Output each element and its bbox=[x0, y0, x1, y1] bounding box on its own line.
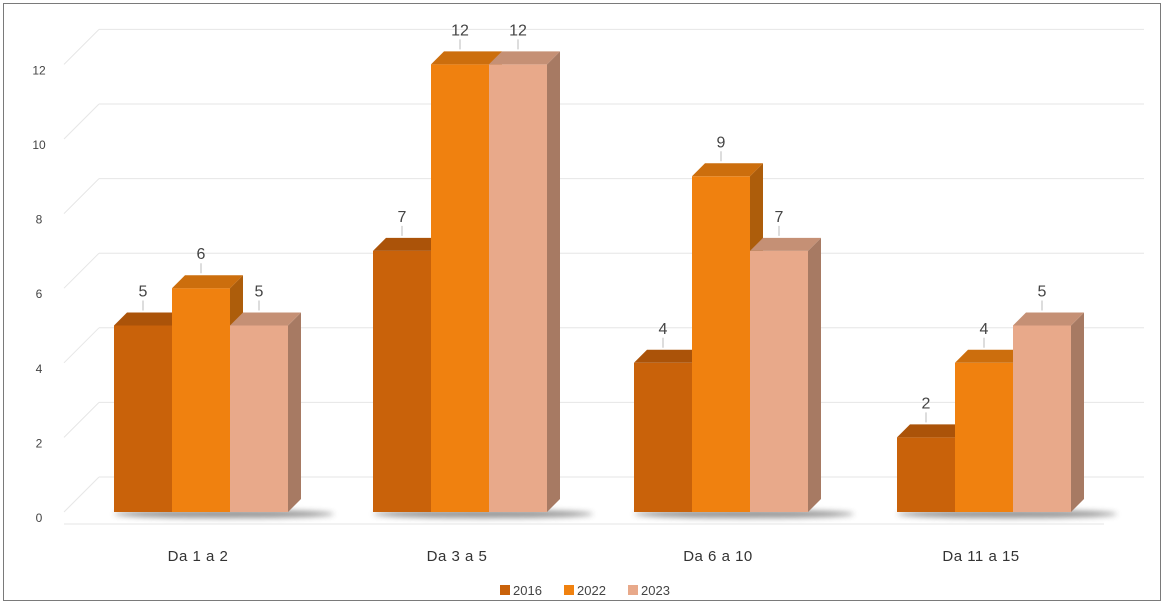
data-label: 4 bbox=[659, 321, 668, 338]
legend-swatch bbox=[628, 585, 638, 595]
data-labels: 5 6 5 7 12 12 4 9 7 2 4 5 bbox=[139, 22, 1047, 423]
gridline-slant bbox=[63, 252, 100, 289]
legend-item-2016: 2016 bbox=[500, 583, 542, 598]
data-label: 7 bbox=[398, 209, 407, 226]
legend: 2016 2022 2023 bbox=[500, 583, 670, 598]
bar-2023-3 bbox=[1013, 312, 1084, 512]
y-tick-label: 6 bbox=[36, 287, 43, 301]
gridline-slant bbox=[63, 29, 100, 65]
gridline-slant bbox=[63, 476, 100, 513]
y-tick-label: 8 bbox=[36, 213, 43, 227]
legend-item-2022: 2022 bbox=[564, 583, 606, 598]
data-label: 7 bbox=[775, 209, 784, 226]
gridline-slant bbox=[63, 327, 100, 364]
y-tick-label: 4 bbox=[36, 362, 43, 376]
legend-item-2023: 2023 bbox=[628, 583, 670, 598]
data-label: 9 bbox=[717, 134, 726, 151]
y-tick-label: 2 bbox=[36, 436, 43, 450]
x-axis-ticks: Da 1 a 2 Da 3 a 5 Da 6 a 10 Da 11 a 15 bbox=[168, 548, 1020, 565]
legend-label: 2023 bbox=[641, 583, 670, 598]
y-tick-label: 0 bbox=[36, 511, 43, 525]
data-label: 6 bbox=[197, 246, 206, 263]
y-axis-ticks: 0 2 4 6 8 10 12 bbox=[32, 63, 46, 525]
data-label: 5 bbox=[255, 284, 264, 301]
data-label: 5 bbox=[139, 284, 148, 301]
data-label: 2 bbox=[922, 395, 931, 412]
legend-swatch bbox=[564, 585, 574, 595]
data-label: 12 bbox=[451, 22, 469, 39]
x-tick-label: Da 11 a 15 bbox=[942, 548, 1019, 565]
y-tick-label: 12 bbox=[32, 63, 46, 77]
gridline-slant bbox=[63, 178, 100, 214]
x-tick-label: Da 6 a 10 bbox=[683, 548, 753, 565]
x-tick-label: Da 1 a 2 bbox=[168, 548, 229, 565]
x-tick-label: Da 3 a 5 bbox=[427, 548, 488, 565]
bar-2023-2 bbox=[750, 237, 821, 512]
bar-2023-0 bbox=[230, 312, 301, 512]
data-label: 12 bbox=[509, 22, 527, 39]
chart-svg: 0 2 4 6 8 10 12 5 6 5 7 12 12 4 9 7 2 4 5 Da 1 a 2 Da 3 a … bbox=[32, 22, 1144, 598]
legend-label: 2016 bbox=[513, 583, 542, 598]
data-label: 5 bbox=[1038, 284, 1047, 301]
gridline-slant bbox=[63, 402, 100, 438]
legend-swatch bbox=[500, 585, 510, 595]
y-tick-label: 10 bbox=[32, 138, 46, 152]
data-label: 4 bbox=[980, 321, 989, 338]
gridline-slant bbox=[63, 103, 100, 140]
legend-label: 2022 bbox=[577, 583, 606, 598]
chart-frame: 0 2 4 6 8 10 12 5 6 5 7 12 12 4 9 7 2 4 5 Da 1 a 2 Da 3 a … bbox=[3, 3, 1161, 601]
bar-2023-1 bbox=[489, 51, 560, 513]
bars bbox=[114, 51, 1084, 513]
